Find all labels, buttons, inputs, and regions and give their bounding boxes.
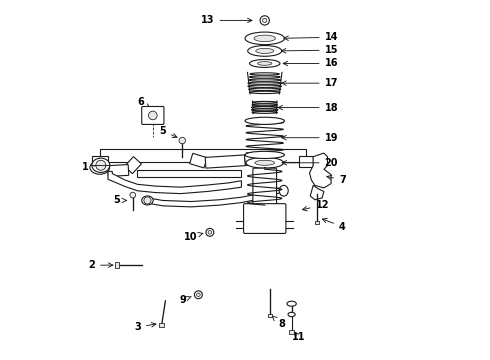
Text: 10: 10 (184, 232, 203, 242)
Text: 17: 17 (282, 78, 338, 88)
Text: 20: 20 (282, 158, 338, 168)
Circle shape (144, 197, 151, 204)
Circle shape (96, 160, 106, 170)
Circle shape (148, 111, 157, 120)
FancyBboxPatch shape (268, 314, 272, 318)
Text: 14: 14 (284, 32, 338, 42)
Circle shape (206, 228, 214, 236)
Polygon shape (190, 153, 207, 168)
Polygon shape (137, 170, 242, 177)
Polygon shape (245, 153, 260, 166)
Text: 13: 13 (201, 15, 252, 26)
Ellipse shape (252, 104, 277, 106)
Ellipse shape (252, 102, 277, 103)
Ellipse shape (288, 312, 295, 317)
Ellipse shape (249, 59, 280, 67)
Polygon shape (124, 157, 141, 174)
Text: 3: 3 (134, 322, 156, 332)
Text: 2: 2 (88, 260, 113, 270)
Text: 5: 5 (114, 195, 126, 206)
Ellipse shape (254, 35, 275, 41)
Text: 9: 9 (179, 295, 191, 305)
Ellipse shape (248, 82, 282, 84)
Circle shape (260, 16, 270, 25)
FancyBboxPatch shape (253, 168, 276, 206)
Ellipse shape (92, 158, 110, 172)
Ellipse shape (258, 62, 272, 65)
Polygon shape (205, 155, 245, 168)
Ellipse shape (250, 73, 279, 75)
Polygon shape (299, 156, 313, 167)
Text: 15: 15 (281, 45, 338, 55)
Circle shape (130, 192, 136, 198)
Polygon shape (148, 188, 281, 207)
Ellipse shape (142, 196, 153, 205)
Text: 18: 18 (278, 103, 338, 113)
Ellipse shape (256, 48, 274, 53)
FancyBboxPatch shape (289, 330, 294, 334)
Ellipse shape (245, 32, 285, 45)
Ellipse shape (249, 76, 280, 78)
Polygon shape (108, 165, 129, 176)
Ellipse shape (251, 107, 278, 108)
Ellipse shape (249, 91, 280, 94)
Ellipse shape (279, 185, 288, 196)
Polygon shape (310, 153, 331, 188)
Polygon shape (92, 156, 108, 167)
Circle shape (263, 18, 267, 23)
Text: 6: 6 (137, 97, 150, 108)
Ellipse shape (287, 301, 296, 306)
Ellipse shape (248, 79, 281, 81)
Text: 11: 11 (292, 332, 305, 342)
Text: 1: 1 (81, 162, 103, 172)
Ellipse shape (245, 151, 285, 158)
Circle shape (195, 291, 202, 299)
Text: 8: 8 (272, 316, 285, 329)
Circle shape (196, 293, 200, 297)
FancyBboxPatch shape (159, 323, 164, 327)
FancyBboxPatch shape (244, 204, 286, 233)
Text: 16: 16 (283, 58, 338, 68)
Ellipse shape (248, 88, 281, 90)
Circle shape (179, 137, 186, 144)
Ellipse shape (90, 161, 110, 174)
Ellipse shape (251, 109, 278, 111)
Ellipse shape (246, 157, 284, 168)
Text: 7: 7 (327, 175, 346, 185)
Text: 4: 4 (322, 219, 346, 231)
Polygon shape (310, 185, 324, 200)
Ellipse shape (252, 112, 277, 113)
Circle shape (208, 230, 212, 234)
Polygon shape (100, 149, 306, 162)
Text: 5: 5 (159, 126, 177, 138)
Ellipse shape (248, 85, 282, 87)
Ellipse shape (255, 160, 274, 165)
FancyBboxPatch shape (315, 221, 319, 224)
Ellipse shape (245, 117, 285, 125)
Text: 19: 19 (282, 133, 338, 143)
Polygon shape (108, 171, 242, 194)
FancyBboxPatch shape (142, 107, 164, 125)
Text: 12: 12 (302, 200, 329, 211)
Ellipse shape (247, 45, 282, 56)
FancyBboxPatch shape (115, 262, 119, 267)
